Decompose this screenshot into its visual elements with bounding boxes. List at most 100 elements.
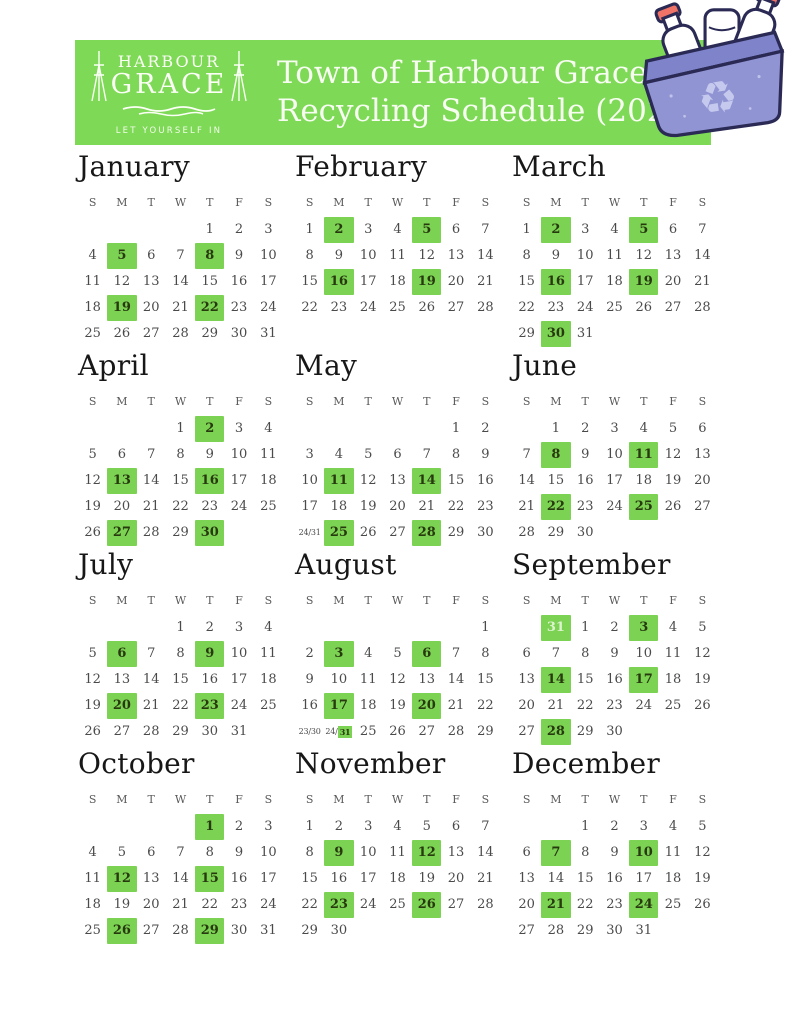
calendar-day: 22 (576, 698, 594, 714)
pickup-day: 10 (629, 839, 659, 866)
calendar-day: 15 (447, 473, 465, 489)
calendar-day: 10 (606, 447, 623, 463)
calendar-day: 4 (334, 447, 344, 463)
calendar-day: 28 (694, 300, 711, 316)
calendar-day: 3 (305, 447, 314, 463)
calendar-day: 5 (422, 819, 431, 835)
calendar-day: 3 (364, 819, 373, 835)
pickup-day: 9 (195, 640, 225, 667)
calendar-day: 12 (84, 473, 101, 489)
pickup-day: 3 (324, 640, 354, 667)
calendar-day: 14 (477, 845, 494, 861)
calendar-day: 18 (389, 871, 406, 887)
town-logo: HARBOUR GRACE LET YOURSELF IN (85, 49, 253, 136)
calendar-day: 21 (477, 871, 494, 887)
calendar-day: 28 (477, 897, 494, 913)
calendar-day: 6 (147, 845, 156, 861)
pickup-day: 24/31 (324, 719, 353, 745)
calendar-day: 10 (359, 248, 377, 264)
pickup-day: 2 (195, 415, 225, 442)
calendar-day: 13 (142, 871, 160, 887)
calendar-day: 11 (260, 646, 277, 662)
calendar-day: 19 (359, 499, 377, 515)
calendar-day: 16 (330, 871, 348, 887)
month-title: June (512, 349, 578, 382)
calendar-day: 4 (639, 421, 648, 437)
pickup-day: 12 (107, 865, 137, 892)
month-december: December S M T W T F S 1 2 3 4 5 6 7 8 9 10 11 12 13 14 15 16 17… (512, 748, 717, 948)
calendar-day: 30 (201, 724, 219, 740)
calendar-day: 23 (547, 300, 565, 316)
calendar-day: 22 (301, 300, 318, 316)
calendar-day: 25 (389, 300, 406, 316)
empty-cell (354, 416, 383, 442)
weekday-label: F (452, 792, 460, 806)
weekday-label: S (698, 394, 707, 408)
calendar-day: 25 (664, 897, 682, 913)
calendar-day: 8 (176, 447, 185, 463)
calendar-day: 18 (84, 897, 101, 913)
weekday-label: F (235, 792, 243, 806)
calendar-day: 18 (389, 274, 406, 290)
calendar-day: 10 (230, 447, 248, 463)
calendar-day: 2 (581, 421, 590, 437)
month-november: November S M T W T F S 1 2 3 4 5 6 7 8 9 10 11 12 13 14 15 16 17… (295, 748, 500, 948)
pickup-day: 16 (324, 268, 354, 295)
calendar-day: 29 (201, 326, 219, 342)
calendar-day: 1 (305, 222, 314, 238)
calendar-day: 7 (176, 248, 185, 264)
calendar-day: 7 (522, 447, 531, 463)
weekday-label: W (608, 195, 621, 209)
calendar-day: 16 (230, 274, 248, 290)
calendar-day: 18 (635, 473, 653, 489)
calendar-day: 4 (393, 222, 402, 238)
calendar-day: 22 (172, 499, 189, 515)
calendar-day: 2 (305, 646, 314, 662)
calendar-day: 24 (635, 698, 653, 714)
month-september: September S M T W T F S 31 1 2 3 4 5 6 7 8 9 10 11 12 13 14 15 1… (512, 548, 717, 749)
weekday-label: W (391, 195, 404, 209)
calendar-day: 27 (664, 300, 682, 316)
calendar-day: 1 (176, 620, 185, 636)
calendar-day: 22 (477, 698, 494, 714)
pickup-day: 8 (541, 441, 571, 468)
weekday-label: M (550, 792, 562, 806)
calendar-day: 25 (260, 698, 277, 714)
calendar-day: 3 (581, 222, 590, 238)
month-title: February (295, 150, 428, 183)
weekday-label: F (235, 195, 243, 209)
calendar-day: 23 (230, 897, 248, 913)
waves-icon (122, 106, 216, 117)
weekday-label: W (608, 593, 621, 607)
empty-cell (78, 814, 107, 840)
calendar-day: 12 (635, 248, 653, 264)
weekday-label: F (235, 394, 243, 408)
calendar-day: 9 (551, 248, 561, 264)
calendar-day: 31 (576, 326, 594, 342)
calendar-day: 19 (389, 698, 406, 714)
calendar-day: 6 (668, 222, 678, 238)
weekday-label: S (305, 394, 314, 408)
calendar-day: 12 (418, 248, 436, 264)
calendar-day: 20 (389, 499, 406, 515)
month-title: September (512, 548, 671, 581)
pickup-day: 11 (324, 467, 354, 494)
pickup-day: 25 (629, 493, 659, 520)
calendar-day: 15 (172, 473, 189, 489)
calendar-day: 8 (305, 248, 314, 264)
pickup-day: 8 (195, 242, 225, 269)
pickup-day: 22 (541, 493, 571, 520)
calendar-day: 19 (664, 473, 682, 489)
calendar-day: 15 (576, 672, 594, 688)
calendar-day: 15 (301, 274, 318, 290)
calendar-day: 25 (84, 923, 101, 939)
calendar-day: 17 (635, 871, 653, 887)
calendar-day: 19 (694, 871, 711, 887)
calendar-day: 6 (522, 845, 531, 861)
pickup-day: 3 (629, 614, 659, 641)
weekday-label: M (116, 792, 128, 806)
calendar-day: 27 (447, 897, 465, 913)
weekday-label: S (264, 593, 273, 607)
bridge-pylon-left-icon (90, 51, 107, 102)
calendar-day: 29 (576, 923, 594, 939)
